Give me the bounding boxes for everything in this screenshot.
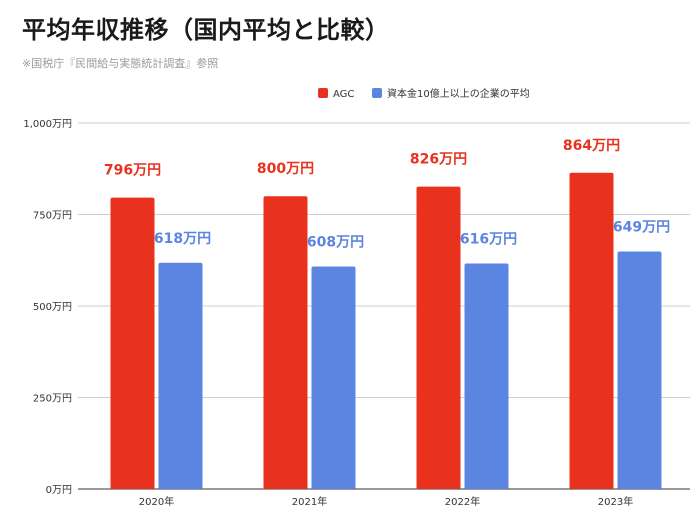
data-label: 649万円 (613, 219, 670, 235)
y-tick-label: 0万円 (46, 485, 72, 496)
x-tick-label: 2020年 (139, 495, 174, 508)
bar (464, 263, 509, 489)
data-label: 864万円 (563, 138, 620, 154)
bar (311, 266, 356, 489)
data-label: 618万円 (154, 231, 211, 247)
bar (263, 196, 308, 489)
data-label: 826万円 (410, 152, 467, 168)
bar (617, 251, 662, 489)
data-label: 616万円 (460, 232, 517, 248)
bar (416, 186, 461, 489)
legend-label: AGC (333, 89, 354, 100)
x-tick-label: 2023年 (598, 495, 633, 508)
data-label: 796万円 (104, 163, 161, 179)
data-label: 800万円 (257, 161, 314, 177)
y-tick-label: 1,000万円 (23, 119, 72, 130)
legend-swatch (372, 88, 382, 98)
bar (158, 262, 203, 489)
y-tick-label: 750万円 (33, 211, 72, 222)
y-tick-label: 250万円 (33, 394, 72, 405)
legend-label: 資本金10億上以上の企業の平均 (387, 87, 530, 100)
y-tick-label: 500万円 (33, 302, 72, 313)
x-tick-label: 2021年 (292, 495, 327, 508)
bar (569, 172, 614, 489)
bar (110, 197, 155, 489)
chart-title: 平均年収推移（国内平均と比較） (22, 16, 390, 44)
chart-subtitle: ※国税庁『民間給与実態統計調査』参照 (22, 57, 219, 70)
x-tick-label: 2022年 (445, 495, 480, 508)
legend-swatch (318, 88, 328, 98)
data-label: 608万円 (307, 234, 364, 250)
